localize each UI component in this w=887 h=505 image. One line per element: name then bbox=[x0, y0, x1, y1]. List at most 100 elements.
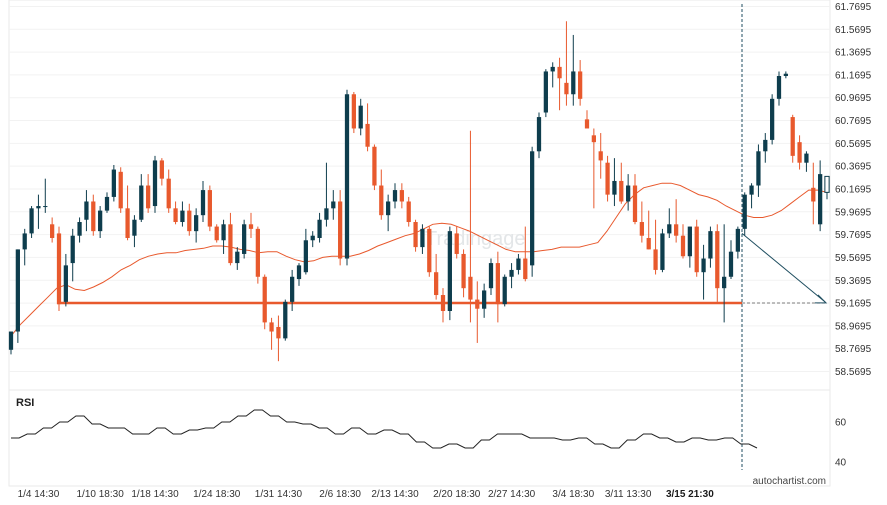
current-time-label: 3/15 21:30 bbox=[666, 489, 714, 500]
candle-body bbox=[530, 151, 535, 266]
candle bbox=[235, 247, 240, 270]
forecast-arrow bbox=[741, 233, 826, 303]
candle-body bbox=[290, 276, 295, 302]
candle-body bbox=[283, 301, 288, 339]
candle bbox=[296, 263, 302, 286]
candle-body bbox=[22, 233, 27, 250]
indicator-tick-label: 40 bbox=[835, 458, 847, 469]
candle bbox=[152, 155, 158, 213]
candle bbox=[749, 183, 754, 209]
candle-body bbox=[420, 228, 425, 248]
candle bbox=[591, 128, 596, 209]
candle bbox=[118, 167, 123, 213]
candle-body bbox=[653, 249, 658, 270]
price-tick-label: 61.1695 bbox=[835, 70, 872, 81]
candle bbox=[674, 199, 679, 243]
candle-body bbox=[406, 201, 411, 223]
candle bbox=[50, 217, 55, 243]
candle bbox=[447, 226, 452, 321]
candle-body bbox=[187, 210, 192, 232]
candle bbox=[770, 94, 775, 145]
time-tick-label: 3/4 18:30 bbox=[552, 489, 594, 500]
candle-body bbox=[434, 272, 439, 296]
candle bbox=[70, 228, 75, 282]
candle-body bbox=[488, 263, 494, 289]
forecast-arrow-head bbox=[815, 294, 828, 304]
candle-body bbox=[694, 226, 699, 273]
rsi-line bbox=[11, 409, 758, 449]
candle bbox=[221, 219, 226, 254]
candle bbox=[214, 224, 219, 243]
brand-label: autochartist.com bbox=[753, 476, 826, 487]
time-tick-label: 3/11 13:30 bbox=[605, 489, 652, 500]
candle-body bbox=[571, 71, 576, 95]
indicator-axis: 60 40 bbox=[835, 418, 847, 469]
candle-body bbox=[242, 224, 247, 254]
time-tick-label: 1/18 14:30 bbox=[131, 489, 179, 500]
price-tick-label: 59.7695 bbox=[835, 230, 872, 241]
time-tick-label: 1/4 14:30 bbox=[18, 489, 60, 500]
candle-body bbox=[523, 258, 528, 280]
candle bbox=[818, 160, 823, 232]
time-tick-label: 1/10 18:30 bbox=[77, 489, 125, 500]
candle bbox=[262, 274, 267, 330]
candle bbox=[56, 226, 62, 311]
candle bbox=[742, 192, 747, 236]
indicator-line bbox=[11, 409, 758, 449]
candle-body bbox=[255, 228, 260, 277]
candle bbox=[111, 164, 116, 202]
candle bbox=[550, 62, 555, 88]
candle bbox=[639, 201, 644, 243]
candle bbox=[509, 263, 514, 289]
candle bbox=[632, 174, 638, 225]
price-axis: 61.7695 61.5695 61.3695 61.1695 60.9695 60.76… bbox=[835, 2, 872, 378]
candle-body bbox=[783, 73, 788, 77]
candle bbox=[228, 212, 233, 266]
candle bbox=[811, 162, 816, 225]
candle-body bbox=[98, 210, 103, 232]
candle bbox=[8, 331, 14, 355]
candle bbox=[166, 169, 171, 213]
candle-body bbox=[797, 142, 802, 163]
candle bbox=[77, 217, 82, 243]
candle bbox=[605, 155, 610, 202]
candle-body bbox=[111, 169, 116, 197]
candle-body bbox=[194, 215, 199, 232]
candles bbox=[8, 21, 830, 362]
candle-body bbox=[482, 290, 487, 309]
candle bbox=[756, 144, 761, 197]
candle-body bbox=[125, 208, 130, 238]
price-tick-label: 58.9695 bbox=[835, 321, 872, 332]
candle-body bbox=[475, 299, 480, 309]
price-tick-label: 61.5695 bbox=[835, 25, 872, 36]
candle-body bbox=[763, 139, 768, 152]
candle-body bbox=[214, 226, 219, 241]
candle bbox=[159, 158, 164, 186]
candle-body bbox=[146, 185, 151, 209]
candle-body bbox=[56, 233, 62, 305]
candle bbox=[790, 114, 795, 163]
candle-body bbox=[50, 224, 55, 238]
watermark: Tradingage bbox=[425, 228, 525, 250]
candle-body bbox=[310, 235, 315, 241]
candle-body bbox=[139, 185, 144, 220]
candle-body bbox=[200, 190, 206, 216]
candle-body bbox=[605, 162, 610, 195]
candle-body bbox=[776, 76, 782, 99]
time-axis: 1/4 14:30 1/10 18:30 1/18 14:30 1/24 18:30 1… bbox=[18, 489, 715, 500]
candle-body bbox=[811, 187, 816, 202]
price-tick-label: 58.7695 bbox=[835, 344, 872, 355]
price-tick-label: 60.1695 bbox=[835, 184, 872, 195]
candle-body bbox=[166, 178, 171, 209]
candle bbox=[646, 210, 651, 250]
candle bbox=[495, 251, 500, 323]
candle bbox=[372, 144, 377, 191]
candle bbox=[488, 258, 494, 296]
candle bbox=[173, 201, 178, 225]
candle-body bbox=[331, 201, 336, 209]
candle-body bbox=[152, 160, 158, 207]
candle bbox=[708, 226, 713, 268]
candle-body bbox=[15, 249, 20, 332]
candle-body bbox=[612, 180, 617, 195]
time-tick-label: 1/31 14:30 bbox=[255, 489, 303, 500]
